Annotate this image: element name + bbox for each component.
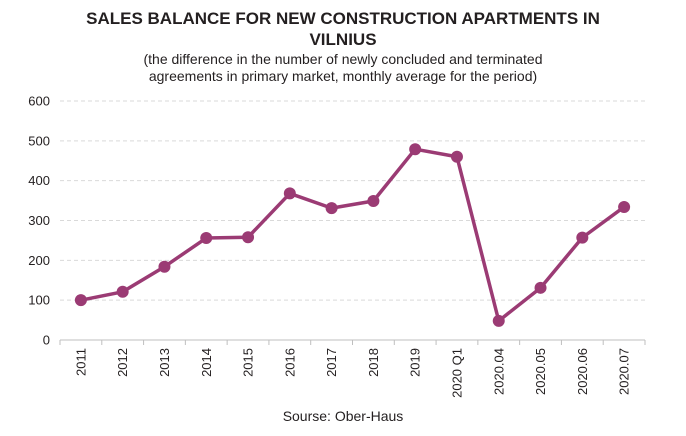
chart-subtitle-line-1: (the difference in the number of newly c…: [143, 51, 543, 67]
x-tick-label: 2020.04: [491, 348, 506, 395]
x-tick-label: 2019: [408, 348, 423, 377]
chart-subtitle: (the difference in the number of newly c…: [0, 51, 686, 85]
y-tick-label: 100: [28, 293, 50, 308]
y-tick-label: 0: [43, 333, 50, 348]
data-point: [325, 202, 338, 215]
x-tick-label: 2016: [282, 348, 297, 377]
y-tick-label: 600: [28, 94, 50, 109]
data-point: [450, 150, 463, 163]
x-tick-label: 2014: [199, 348, 214, 377]
data-point: [158, 260, 171, 273]
data-point: [367, 194, 380, 207]
chart-subtitle-line-2: agreements in primary market, monthly av…: [148, 68, 538, 84]
x-tick-label: 2012: [115, 348, 130, 377]
x-tick-label: 2011: [73, 348, 88, 376]
x-tick-label: 2017: [324, 348, 339, 377]
chart-title-line-1: SALES BALANCE FOR NEW CONSTRUCTION APART…: [86, 9, 600, 28]
data-point: [409, 143, 422, 156]
x-tick-label: 2020.05: [533, 348, 548, 395]
series-line: [80, 147, 626, 323]
chart-title: SALES BALANCE FOR NEW CONSTRUCTION APART…: [0, 8, 686, 50]
x-tick-label: 2015: [241, 348, 256, 377]
data-point: [492, 314, 505, 327]
y-tick-label: 400: [28, 173, 50, 188]
data-point: [200, 232, 213, 245]
chart-title-line-2: VILNIUS: [309, 30, 377, 49]
data-point: [242, 231, 255, 244]
data-point: [74, 294, 87, 307]
data-point: [283, 187, 296, 200]
data-point: [116, 285, 129, 298]
x-tick-label: 2020.07: [617, 348, 632, 395]
y-tick-label: 200: [28, 253, 50, 268]
data-point: [576, 231, 589, 244]
x-tick-label: 2013: [157, 348, 172, 377]
y-tick-label: 300: [28, 213, 50, 228]
y-tick-label: 500: [28, 133, 50, 148]
data-point: [618, 200, 631, 213]
data-point: [534, 281, 547, 294]
x-tick-label: 2020.06: [575, 348, 590, 395]
x-tick-label: 2018: [366, 348, 381, 377]
source-note: Sourse: Ober-Haus: [282, 408, 404, 424]
x-tick-label: 2020 Q1: [449, 348, 464, 398]
